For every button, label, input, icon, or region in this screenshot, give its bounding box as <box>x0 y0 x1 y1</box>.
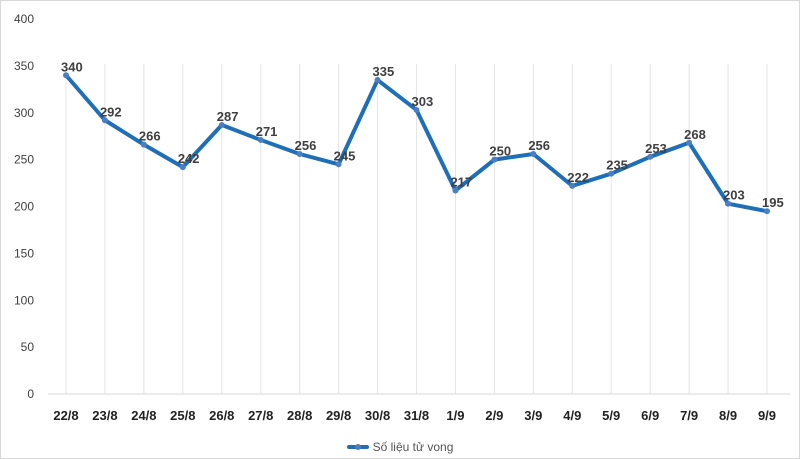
x-tick-label: 4/9 <box>563 408 581 423</box>
y-tick-label: 50 <box>21 340 35 354</box>
x-tick-label: 24/8 <box>131 408 156 423</box>
data-point <box>335 161 342 168</box>
y-tick-label: 400 <box>14 12 34 26</box>
data-label: 195 <box>762 195 784 210</box>
x-tick-label: 31/8 <box>404 408 429 423</box>
data-point <box>413 106 420 113</box>
x-tick-label: 7/9 <box>680 408 698 423</box>
y-tick-label: 100 <box>14 293 34 307</box>
data-point <box>257 136 264 143</box>
x-tick-label: 9/9 <box>758 408 776 423</box>
x-tick-label: 27/8 <box>248 408 273 423</box>
x-tick-label: 25/8 <box>170 408 195 423</box>
data-point <box>179 164 186 171</box>
data-label: 292 <box>100 104 122 119</box>
x-tick-label: 23/8 <box>92 408 117 423</box>
data-label: 340 <box>61 59 83 74</box>
data-label: 256 <box>528 138 550 153</box>
data-label: 245 <box>334 148 356 163</box>
data-point <box>491 156 498 163</box>
x-tick-label: 28/8 <box>287 408 312 423</box>
data-point <box>101 117 108 124</box>
x-tick-label: 30/8 <box>365 408 390 423</box>
data-label: 271 <box>256 124 278 139</box>
x-tick-label: 6/9 <box>641 408 659 423</box>
x-tick-label: 26/8 <box>209 408 234 423</box>
data-point <box>569 182 576 189</box>
x-tick-label: 2/9 <box>485 408 503 423</box>
x-tick-label: 22/8 <box>53 408 78 423</box>
x-tick-label: 29/8 <box>326 408 351 423</box>
data-label: 287 <box>217 109 239 124</box>
x-tick-label: 8/9 <box>719 408 737 423</box>
data-point <box>452 187 459 194</box>
data-point <box>686 139 693 146</box>
x-tick-label: 1/9 <box>446 408 464 423</box>
y-tick-label: 300 <box>14 106 34 120</box>
data-point <box>374 76 381 83</box>
data-label: 250 <box>489 144 511 159</box>
data-label: 235 <box>606 158 628 173</box>
data-label: 303 <box>412 94 434 109</box>
data-point <box>764 208 770 215</box>
legend-line-marker-icon <box>346 444 369 450</box>
y-tick-label: 250 <box>14 153 34 167</box>
data-label: 253 <box>645 141 667 156</box>
data-point <box>608 170 615 177</box>
data-label: 222 <box>567 170 589 185</box>
data-point <box>647 153 654 160</box>
data-label: 203 <box>723 188 745 203</box>
data-label: 335 <box>373 64 395 79</box>
data-point <box>725 200 732 207</box>
x-tick-label: 5/9 <box>602 408 620 423</box>
x-tick-label: 3/9 <box>524 408 542 423</box>
data-label: 217 <box>450 175 472 190</box>
data-point <box>530 151 537 157</box>
legend: Số liệu tử vong <box>0 440 800 454</box>
data-label: 242 <box>178 151 200 166</box>
y-tick-label: 0 <box>27 387 34 401</box>
data-point <box>296 151 303 157</box>
y-tick-label: 150 <box>14 246 34 260</box>
y-tick-label: 200 <box>14 200 34 214</box>
legend-label: Số liệu tử vong <box>372 440 454 454</box>
y-tick-label: 350 <box>14 59 34 73</box>
data-point <box>63 72 69 79</box>
data-label: 266 <box>139 129 161 144</box>
data-label: 268 <box>684 127 706 142</box>
data-point <box>140 141 147 148</box>
data-point <box>218 121 225 128</box>
data-label: 256 <box>295 138 317 153</box>
